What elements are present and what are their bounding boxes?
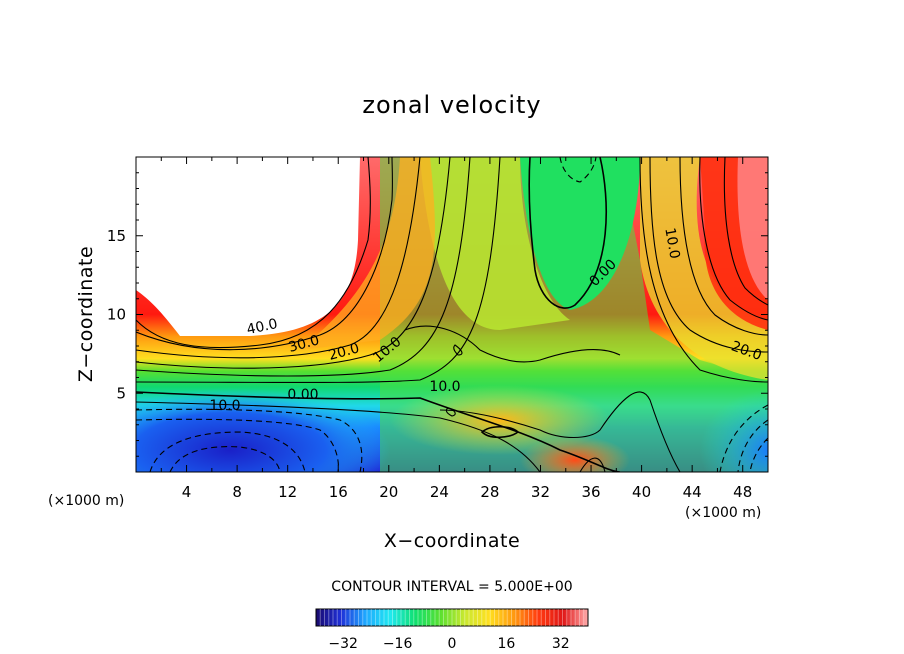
x-tick-label: 32 [531, 483, 550, 501]
x-tick-label: 16 [329, 483, 348, 501]
y-ticks: 5 10 15 [107, 172, 768, 457]
colorbar-stripes [319, 609, 585, 626]
colorbar-ramp [315, 608, 589, 627]
field-missing-region [136, 157, 360, 336]
colorbar-tick-label: −16 [383, 636, 413, 652]
chart-title: zonal velocity [362, 91, 541, 119]
solid-contours [136, 157, 768, 472]
x-tick-label: 40 [632, 483, 651, 501]
field-red-blob [520, 436, 630, 472]
x-tick-label: 24 [430, 483, 449, 501]
y-tick-label: 5 [116, 384, 126, 402]
contour-label: 30.0 [287, 332, 321, 356]
x-ticks: 4 8 12 16 20 24 28 32 36 40 44 48 [160, 157, 752, 501]
x-tick-label: 44 [683, 483, 702, 501]
contour-label: 20.0 [327, 340, 361, 364]
contour-label: 40.0 [245, 316, 279, 338]
x-tick-label: 8 [232, 483, 242, 501]
field-right-band [640, 157, 768, 380]
contour-label: 10.0 [661, 227, 682, 260]
x-tick-label: 36 [581, 483, 600, 501]
field-blue-right-core [700, 390, 768, 472]
contour-label: 10.0 [209, 398, 240, 414]
contour-label: 0.00 [287, 387, 318, 403]
field-orange-band [300, 157, 435, 350]
colorbar: −32 −16 0 16 32 [315, 608, 589, 652]
x-tick-label: 4 [182, 483, 192, 501]
field-yellow-left [420, 157, 570, 330]
x-tick-label: 28 [480, 483, 499, 501]
y-tick-label: 10 [107, 306, 126, 324]
contour-interval-text: CONTOUR INTERVAL = 5.000E+00 [331, 579, 572, 595]
x-tick-label: 12 [278, 483, 297, 501]
colorbar-tick-label: 32 [552, 636, 570, 652]
field-green-column [520, 157, 640, 310]
y-tick-label: 15 [107, 227, 126, 245]
colorbar-ticks: −32 −16 0 16 32 [328, 636, 569, 652]
x-tick-label: 48 [733, 483, 752, 501]
field-yellow-blob [390, 385, 610, 455]
contour-label: 10.0 [429, 379, 460, 395]
field-right-pink [737, 157, 768, 300]
y-axis-label: Z−coordinate [75, 246, 97, 382]
x-axis-label: X−coordinate [384, 530, 520, 552]
colorbar-tick-label: 16 [497, 636, 515, 652]
colorbar-tick-label: 0 [448, 636, 457, 652]
x-unit-left: (×1000 m) [48, 493, 124, 509]
x-tick-label: 20 [379, 483, 398, 501]
colorbar-tick-label: −32 [328, 636, 358, 652]
x-unit-right: (×1000 m) [685, 505, 761, 521]
